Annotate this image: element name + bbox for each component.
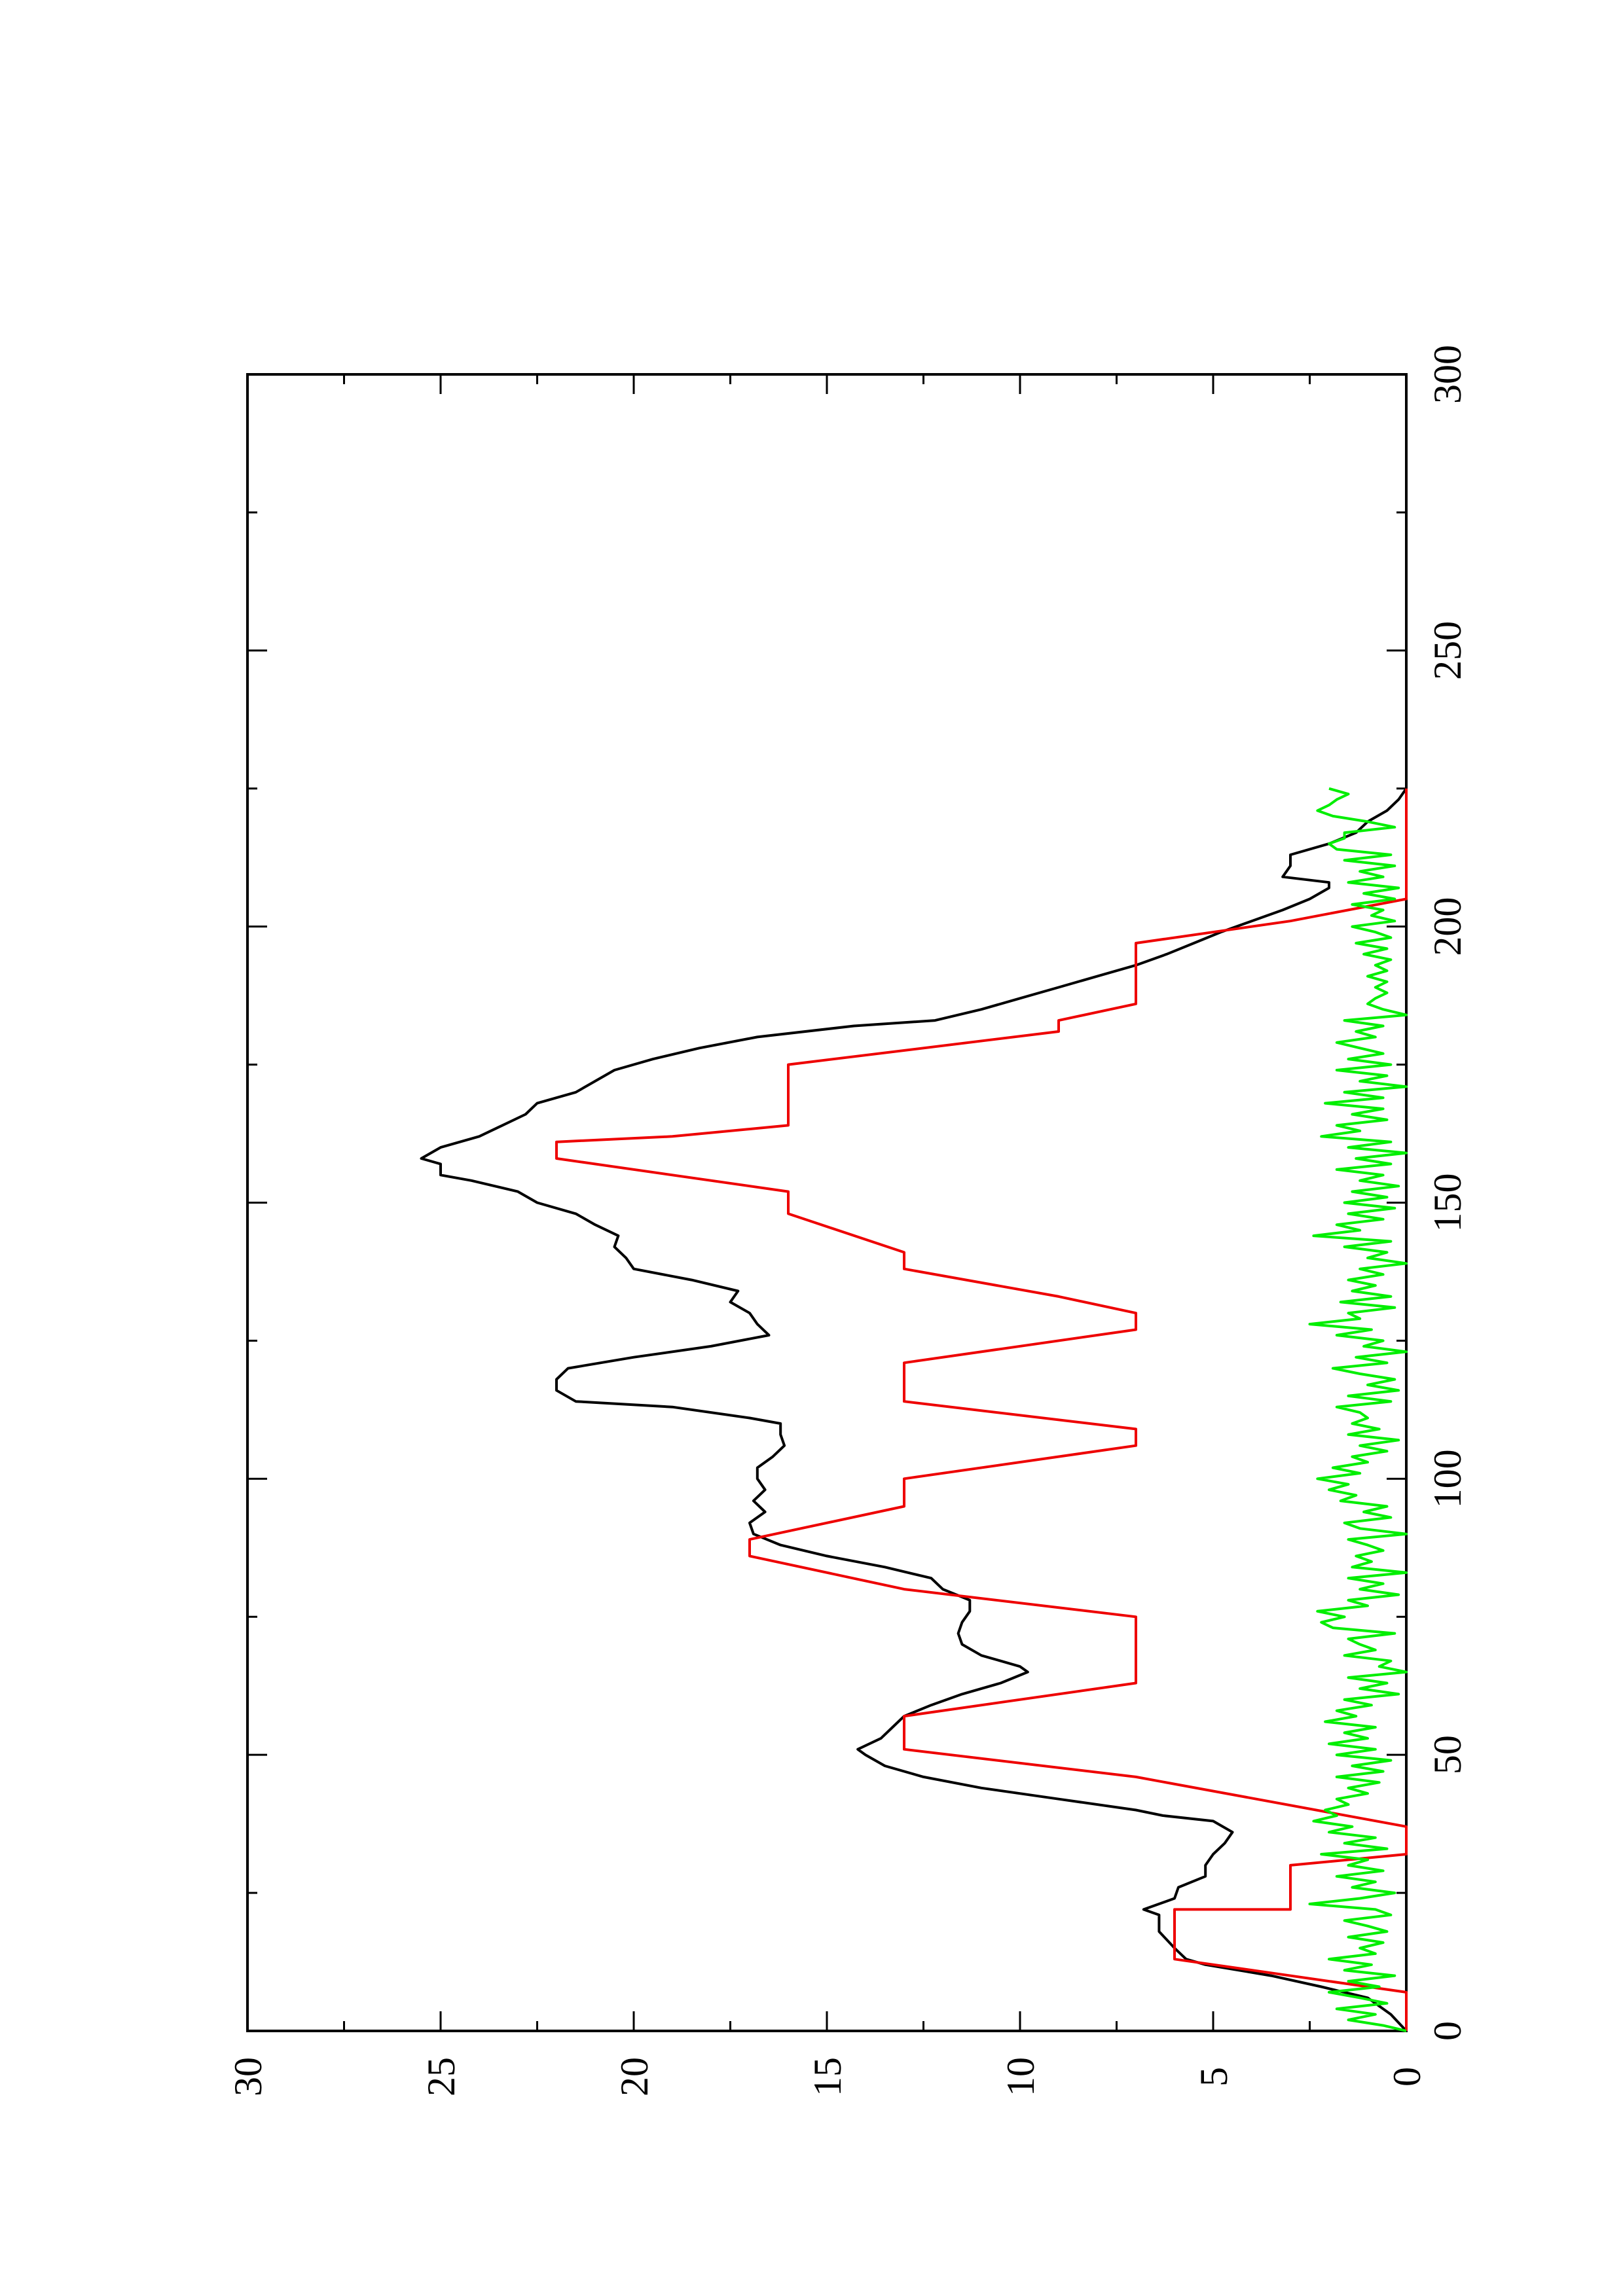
x-tick-label: 200 [1426, 897, 1469, 956]
y-tick-label: 25 [420, 2057, 463, 2096]
x-tick-label: 0 [1426, 2021, 1469, 2041]
y-tick-label: 15 [806, 2057, 849, 2096]
plot-area: 0 50 100 150 200 250 300 0 5 10 15 20 25 30 [227, 345, 1469, 2096]
y-tick-label: 10 [999, 2057, 1042, 2096]
series-line-2 [555, 788, 1408, 2031]
x-tick-label: 50 [1426, 1735, 1469, 1774]
x-tick-label: 150 [1426, 1174, 1469, 1232]
y-tick-label: 30 [227, 2057, 270, 2096]
y-tick-label: 20 [613, 2057, 656, 2096]
y-tick-label: 0 [1385, 2067, 1429, 2087]
plot-frame [246, 373, 1408, 2032]
x-tick-label: 100 [1426, 1449, 1469, 1508]
y-tick-label: 5 [1192, 2067, 1235, 2087]
series-line-1 [420, 787, 1408, 2032]
x-tick-label: 250 [1426, 621, 1469, 680]
x-tick-label: 300 [1426, 345, 1469, 404]
series-line-3 [1308, 787, 1408, 2032]
